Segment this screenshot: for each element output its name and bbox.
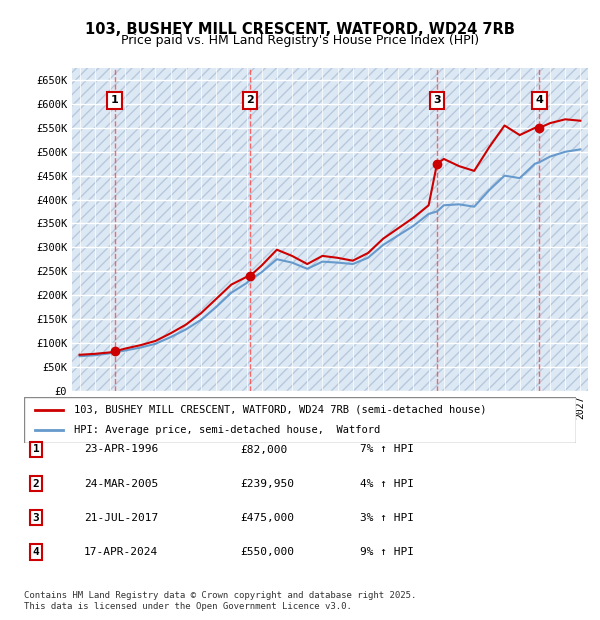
- Text: 7% ↑ HPI: 7% ↑ HPI: [360, 445, 414, 454]
- Text: 1: 1: [111, 95, 119, 105]
- Text: 4: 4: [32, 547, 40, 557]
- Text: 4: 4: [535, 95, 543, 105]
- Text: 23-APR-1996: 23-APR-1996: [84, 445, 158, 454]
- Text: 24-MAR-2005: 24-MAR-2005: [84, 479, 158, 489]
- FancyBboxPatch shape: [24, 397, 576, 443]
- Text: Price paid vs. HM Land Registry's House Price Index (HPI): Price paid vs. HM Land Registry's House …: [121, 34, 479, 47]
- Text: 103, BUSHEY MILL CRESCENT, WATFORD, WD24 7RB: 103, BUSHEY MILL CRESCENT, WATFORD, WD24…: [85, 22, 515, 37]
- Text: 2: 2: [246, 95, 254, 105]
- Text: 1: 1: [32, 445, 40, 454]
- Text: 17-APR-2024: 17-APR-2024: [84, 547, 158, 557]
- Text: £475,000: £475,000: [240, 513, 294, 523]
- Text: £550,000: £550,000: [240, 547, 294, 557]
- Text: £239,950: £239,950: [240, 479, 294, 489]
- Text: 3: 3: [32, 513, 40, 523]
- Text: 9% ↑ HPI: 9% ↑ HPI: [360, 547, 414, 557]
- Text: 2: 2: [32, 479, 40, 489]
- Text: HPI: Average price, semi-detached house,  Watford: HPI: Average price, semi-detached house,…: [74, 425, 380, 435]
- Text: 103, BUSHEY MILL CRESCENT, WATFORD, WD24 7RB (semi-detached house): 103, BUSHEY MILL CRESCENT, WATFORD, WD24…: [74, 405, 486, 415]
- Text: 3: 3: [433, 95, 441, 105]
- Text: 4% ↑ HPI: 4% ↑ HPI: [360, 479, 414, 489]
- Text: Contains HM Land Registry data © Crown copyright and database right 2025.
This d: Contains HM Land Registry data © Crown c…: [24, 591, 416, 611]
- Text: 3% ↑ HPI: 3% ↑ HPI: [360, 513, 414, 523]
- Text: £82,000: £82,000: [240, 445, 287, 454]
- Text: 21-JUL-2017: 21-JUL-2017: [84, 513, 158, 523]
